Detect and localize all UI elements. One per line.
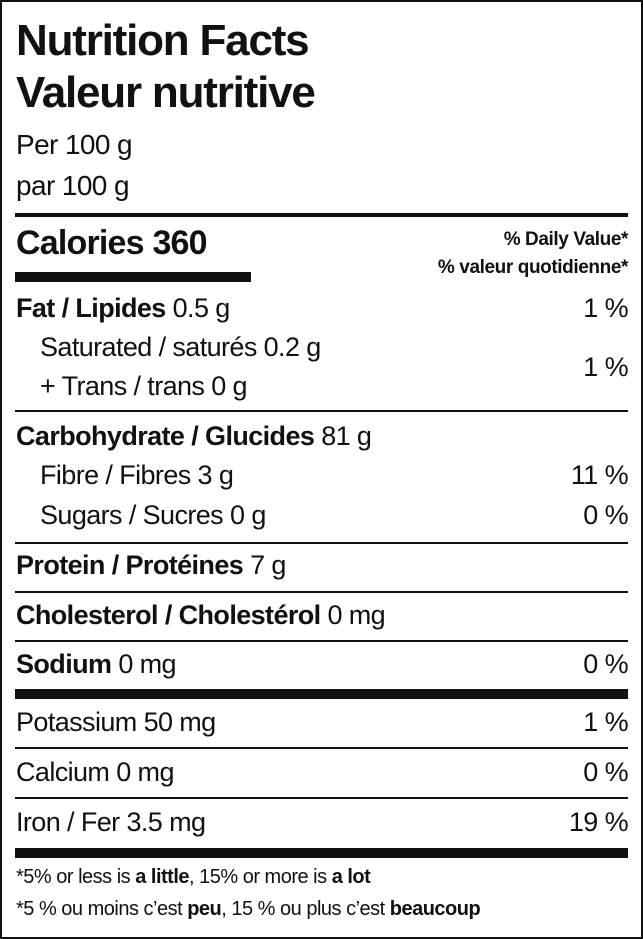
divider <box>15 213 628 217</box>
daily-value-header-en: % Daily Value* <box>503 229 629 250</box>
fat-dv: 1 % <box>583 293 628 323</box>
sodium-row: Sodium 0 mg <box>16 649 177 679</box>
divider-thick <box>15 848 628 858</box>
protein-row: Protein / Protéines 7 g <box>16 550 286 580</box>
potassium-dv: 1 % <box>583 707 628 737</box>
divider <box>15 747 628 749</box>
daily-value-header-fr: % valeur quotidienne* <box>437 257 628 278</box>
footnote-en: *5% or less is a little, 15% or more is … <box>16 866 371 888</box>
serving-en: Per 100 g <box>16 129 133 160</box>
divider <box>15 410 628 412</box>
fat-row: Fat / Lipides 0.5 g <box>16 293 230 323</box>
calories-bar <box>15 272 251 282</box>
iron-dv: 19 % <box>568 807 629 837</box>
divider <box>15 797 628 799</box>
fibre-row: Fibre / Fibres 3 g <box>40 460 234 490</box>
divider <box>15 591 628 593</box>
carbohydrate-row: Carbohydrate / Glucides 81 g <box>16 421 372 451</box>
cholesterol-row: Cholesterol / Cholestérol 0 mg <box>16 600 386 630</box>
sugars-row: Sugars / Sucres 0 g <box>40 500 266 530</box>
divider <box>15 542 628 544</box>
fibre-dv: 11 % <box>570 460 629 490</box>
divider-thick <box>15 689 628 699</box>
iron-row: Iron / Fer 3.5 mg <box>16 807 206 837</box>
sugars-dv: 0 % <box>583 500 628 530</box>
potassium-row: Potassium 50 mg <box>16 707 216 737</box>
calcium-dv: 0 % <box>583 757 628 787</box>
sat-trans-dv: 1 % <box>583 352 628 382</box>
calcium-row: Calcium 0 mg <box>16 757 174 787</box>
title-en: Nutrition Facts <box>16 16 310 65</box>
calories: Calories 360 <box>16 224 208 262</box>
divider <box>15 640 628 642</box>
sodium-dv: 0 % <box>583 649 628 679</box>
saturated-row: Saturated / saturés 0.2 g <box>40 332 321 362</box>
trans-row: + Trans / trans 0 g <box>40 371 248 401</box>
footnote-fr: *5 % ou moins c’est peu, 15 % ou plus c’… <box>16 898 481 920</box>
title-fr: Valeur nutritive <box>16 68 316 117</box>
serving-fr: par 100 g <box>16 170 130 201</box>
